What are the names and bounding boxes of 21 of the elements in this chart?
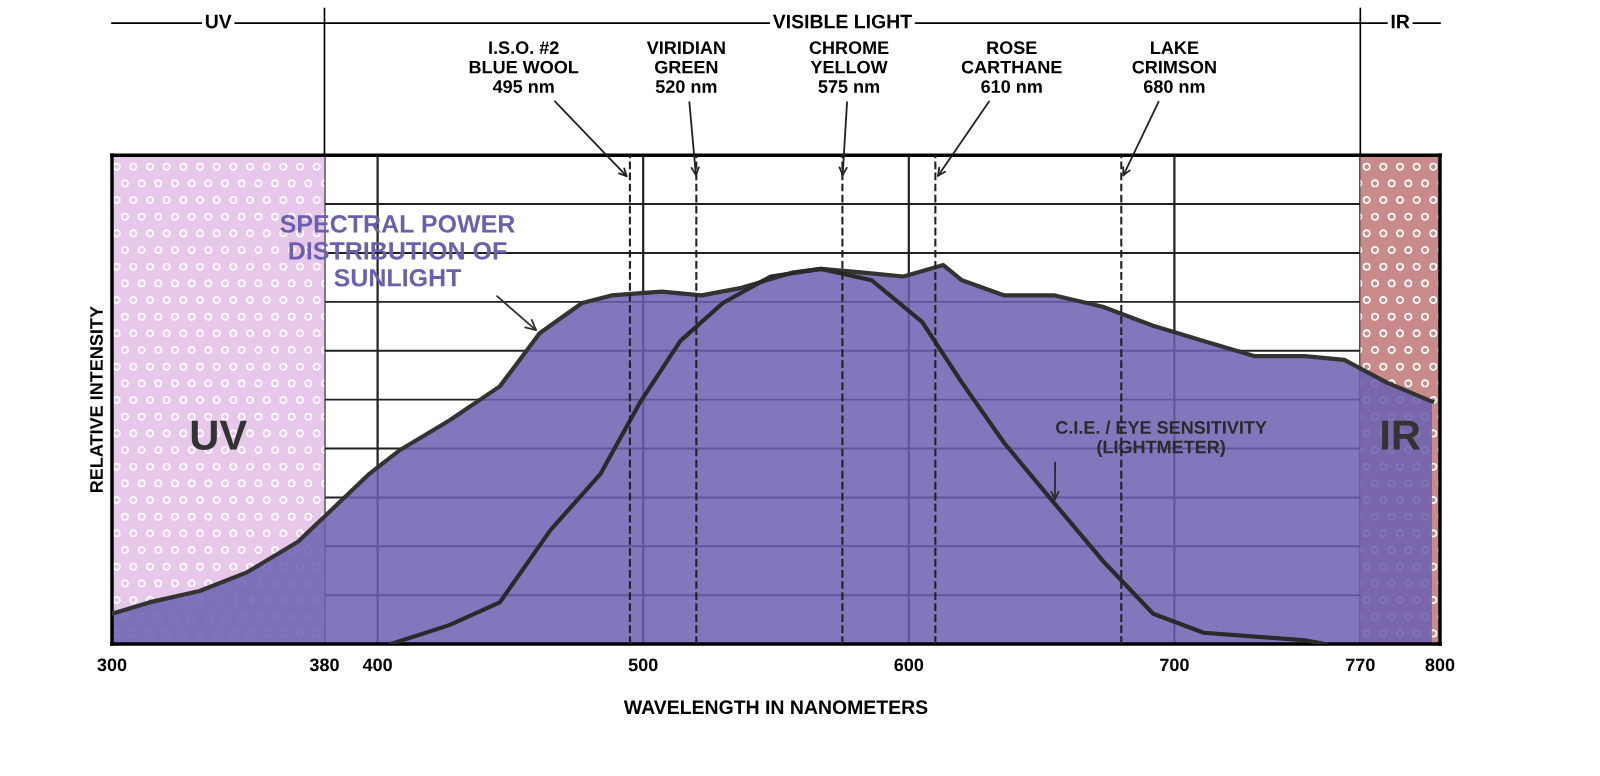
text: UV bbox=[205, 14, 232, 29]
series-label: C.I.E. / EYE SENSITIVITY (LIGHTMETER) bbox=[1056, 420, 1267, 457]
x-tick-label: 800 bbox=[1425, 658, 1455, 672]
x-tick-label: 500 bbox=[628, 658, 658, 672]
x-tick-label: 400 bbox=[362, 658, 392, 672]
x-axis-title: WAVELENGTH IN NANOMETERS bbox=[623, 700, 928, 715]
text: IR bbox=[1391, 14, 1410, 29]
band-label: IR bbox=[1382, 420, 1421, 450]
x-tick-label: 380 bbox=[309, 658, 339, 672]
band-label: UV bbox=[191, 420, 247, 450]
ref-line-label: CHROME YELLOW 575 nm bbox=[809, 41, 889, 93]
x-tick-label: 770 bbox=[1346, 658, 1375, 672]
y-axis-title: RELATIVE INTENSITY bbox=[90, 306, 103, 493]
ref-line-label: ROSE CARTHANE 610 nm bbox=[961, 41, 1062, 93]
ref-line-label: VIRIDIAN GREEN 520 nm bbox=[646, 41, 725, 93]
ref-line-label: LAKE CRIMSON 680 nm bbox=[1132, 41, 1216, 93]
ref-line-label: I.S.O. #2 BLUE WOOL 495 nm bbox=[469, 41, 579, 93]
x-tick-label: 600 bbox=[894, 658, 924, 672]
x-tick-label: 300 bbox=[97, 658, 127, 672]
text: VISIBLE LIGHT bbox=[772, 14, 912, 29]
x-tick-label: 700 bbox=[1160, 658, 1189, 672]
